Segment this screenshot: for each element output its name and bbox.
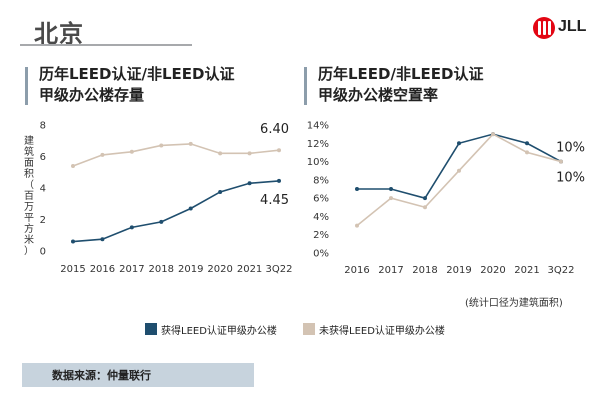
right-ytick-label: 12%: [307, 139, 329, 150]
right-series-1-point: [491, 132, 495, 137]
legend-item-non-leed: 未获得LEED认证甲级办公楼: [303, 322, 445, 337]
right-ytick-label: 14%: [307, 121, 329, 132]
legend-label-leed: 获得LEED认证甲级办公楼: [161, 325, 277, 337]
right-series-1-point: [423, 205, 427, 210]
left-series-0-point: [71, 239, 75, 244]
left-series-0-point: [100, 237, 105, 242]
left-chart-title-line-1: 历年LEED认证/非LEED认证: [39, 65, 235, 83]
left-ytick-label: 6: [40, 152, 46, 163]
left-series-1-point: [159, 143, 164, 148]
right-series-1-point: [389, 196, 393, 201]
right-xtick-label: 2020: [480, 265, 505, 276]
right-chart-title-line-1: 历年LEED/非LEED认证: [318, 65, 484, 83]
left-xtick-label: 2020: [207, 264, 232, 275]
left-data-label: 6.40: [260, 122, 289, 137]
left-xtick-label: 2015: [60, 264, 85, 275]
left-title-accent-bar: [25, 67, 28, 105]
source-box: 数据来源：仲量联行: [22, 363, 254, 387]
left-series-1-point: [247, 151, 252, 156]
left-series-1-point: [218, 151, 223, 156]
left-series-line-0: [72, 180, 280, 243]
right-chart-title: 历年LEED/非LEED认证 甲级办公楼空置率: [304, 64, 484, 106]
right-ytick-label: 2%: [313, 230, 329, 241]
right-xtick-label: 2018: [412, 265, 437, 276]
right-ytick-label: 10%: [307, 157, 329, 168]
left-xtick-label: 3Q22: [266, 264, 293, 275]
right-series-line-1: [356, 133, 562, 227]
left-series-1-point: [71, 163, 75, 168]
right-data-label: 10%: [556, 171, 585, 186]
legend-swatch-leed: [145, 323, 157, 335]
right-series-0-point: [423, 196, 427, 201]
left-xtick-label: 2021: [237, 264, 262, 275]
left-series-0-point: [277, 178, 281, 183]
left-chart-title-line-2: 甲级办公楼存量: [39, 86, 145, 104]
left-xtick-label: 2017: [119, 264, 144, 275]
left-series-line-1: [72, 143, 280, 167]
right-series-0-point: [355, 187, 359, 191]
right-series-1-point: [457, 168, 461, 173]
left-chart-ylabel: 建 筑 面 积 （ 百 万 平 方 米 ）: [24, 136, 34, 257]
right-series-0-point: [457, 141, 461, 146]
right-series-1-point: [355, 223, 359, 228]
left-xtick-label: 2019: [178, 264, 203, 275]
jll-logo: JLL: [533, 17, 593, 39]
left-series-0-point: [159, 219, 164, 224]
jll-logo-icon: [533, 17, 555, 39]
jll-logo-text: JLL: [558, 18, 587, 35]
left-series-1-point: [188, 141, 193, 146]
left-xtick-label: 2016: [90, 264, 115, 275]
right-xtick-label: 2019: [446, 265, 471, 276]
title-underline: [20, 44, 192, 46]
right-chart-title-line-2: 甲级办公楼空置率: [318, 86, 439, 104]
legend-label-non-leed: 未获得LEED认证甲级办公楼: [319, 325, 445, 337]
left-data-label: 4.45: [260, 193, 289, 208]
page-title: 北京: [34, 20, 84, 48]
left-series-0-point: [218, 189, 223, 194]
left-series-0-point: [188, 206, 193, 211]
right-xtick-label: 3Q22: [548, 265, 575, 276]
right-series-0-point: [525, 141, 529, 146]
legend-item-leed: 获得LEED认证甲级办公楼: [145, 322, 277, 337]
right-xtick-label: 2021: [514, 265, 539, 276]
left-series-1-point: [100, 152, 105, 157]
left-ytick-label: 0: [40, 247, 46, 258]
left-ytick-label: 2: [40, 215, 46, 226]
left-series-0-point: [129, 225, 134, 230]
right-chart-note: (统计口径为建筑面积): [465, 298, 563, 309]
left-ytick-label: 8: [40, 121, 46, 132]
right-data-label: 10%: [556, 141, 585, 156]
left-series-1-point: [129, 149, 134, 154]
left-chart-title: 历年LEED认证/非LEED认证 甲级办公楼存量: [25, 64, 235, 106]
right-title-accent-bar: [304, 67, 307, 105]
right-series-1-point: [559, 159, 563, 164]
left-ytick-label: 4: [40, 184, 46, 195]
left-xtick-label: 2018: [149, 264, 174, 275]
legend-swatch-non-leed: [303, 323, 315, 335]
right-series-1-point: [525, 150, 529, 155]
left-series-0-point: [247, 181, 252, 186]
right-xtick-label: 2017: [378, 265, 403, 276]
right-ytick-label: 0%: [313, 249, 329, 260]
source-text: 数据来源：仲量联行: [52, 369, 151, 382]
right-xtick-label: 2016: [344, 265, 369, 276]
right-ytick-label: 8%: [313, 175, 329, 186]
right-ytick-label: 6%: [313, 194, 329, 205]
right-series-0-point: [389, 187, 393, 191]
right-ytick-label: 4%: [313, 212, 329, 223]
left-series-1-point: [277, 148, 281, 153]
